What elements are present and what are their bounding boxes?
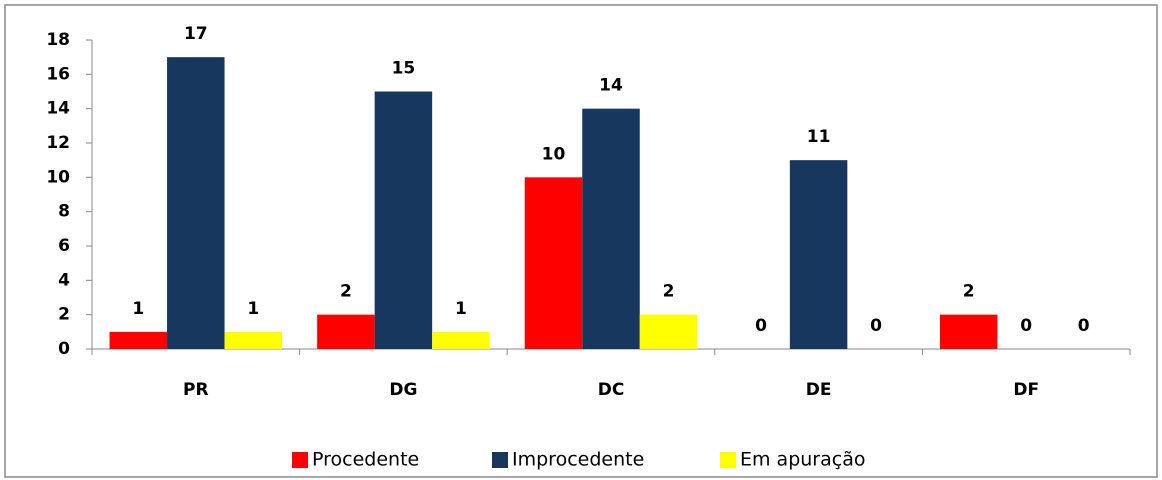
data-label: 2 [340, 282, 352, 302]
data-label: 0 [870, 316, 882, 336]
data-label: 17 [184, 24, 208, 44]
bar [639, 314, 698, 349]
bar [432, 331, 490, 349]
bar [582, 108, 640, 350]
y-tick-label: 10 [46, 167, 70, 187]
y-tick-label: 2 [58, 305, 70, 325]
data-label: 11 [807, 127, 831, 147]
legend-swatch [720, 452, 736, 468]
data-label: 10 [542, 144, 566, 164]
bar [167, 57, 225, 350]
y-tick-label: 14 [46, 99, 70, 119]
legend-label: Em apuração [740, 449, 865, 471]
bar [939, 314, 998, 349]
y-tick-label: 18 [46, 30, 70, 50]
data-label: 14 [599, 76, 623, 96]
y-tick-label: 8 [58, 202, 70, 222]
data-label: 0 [1078, 316, 1090, 336]
legend-label: Procedente [312, 449, 419, 471]
data-label: 0 [755, 316, 767, 336]
bar [224, 331, 283, 349]
y-tick-label: 4 [58, 270, 70, 290]
data-label: 1 [455, 299, 467, 319]
bar [109, 331, 168, 349]
x-tick-label: DE [806, 380, 832, 400]
y-tick-label: 6 [58, 236, 70, 256]
x-tick-label: PR [183, 380, 209, 400]
y-tick-label: 0 [58, 339, 70, 359]
x-tick-label: DG [389, 380, 417, 400]
y-tick-label: 16 [46, 64, 70, 84]
bar [374, 91, 433, 349]
data-label: 1 [247, 299, 259, 319]
data-label: 15 [392, 59, 416, 79]
legend-swatch [492, 452, 508, 468]
data-label: 1 [132, 299, 144, 319]
data-label: 0 [1020, 316, 1032, 336]
bar [317, 314, 375, 349]
x-tick-label: DF [1013, 380, 1039, 400]
y-tick-label: 12 [46, 133, 70, 153]
bar [789, 160, 848, 349]
x-tick-label: DC [598, 380, 625, 400]
data-label: 2 [663, 282, 675, 302]
legend-swatch [292, 452, 308, 468]
bar [524, 177, 583, 349]
data-label: 2 [963, 282, 975, 302]
legend-label: Improcedente [512, 449, 644, 471]
